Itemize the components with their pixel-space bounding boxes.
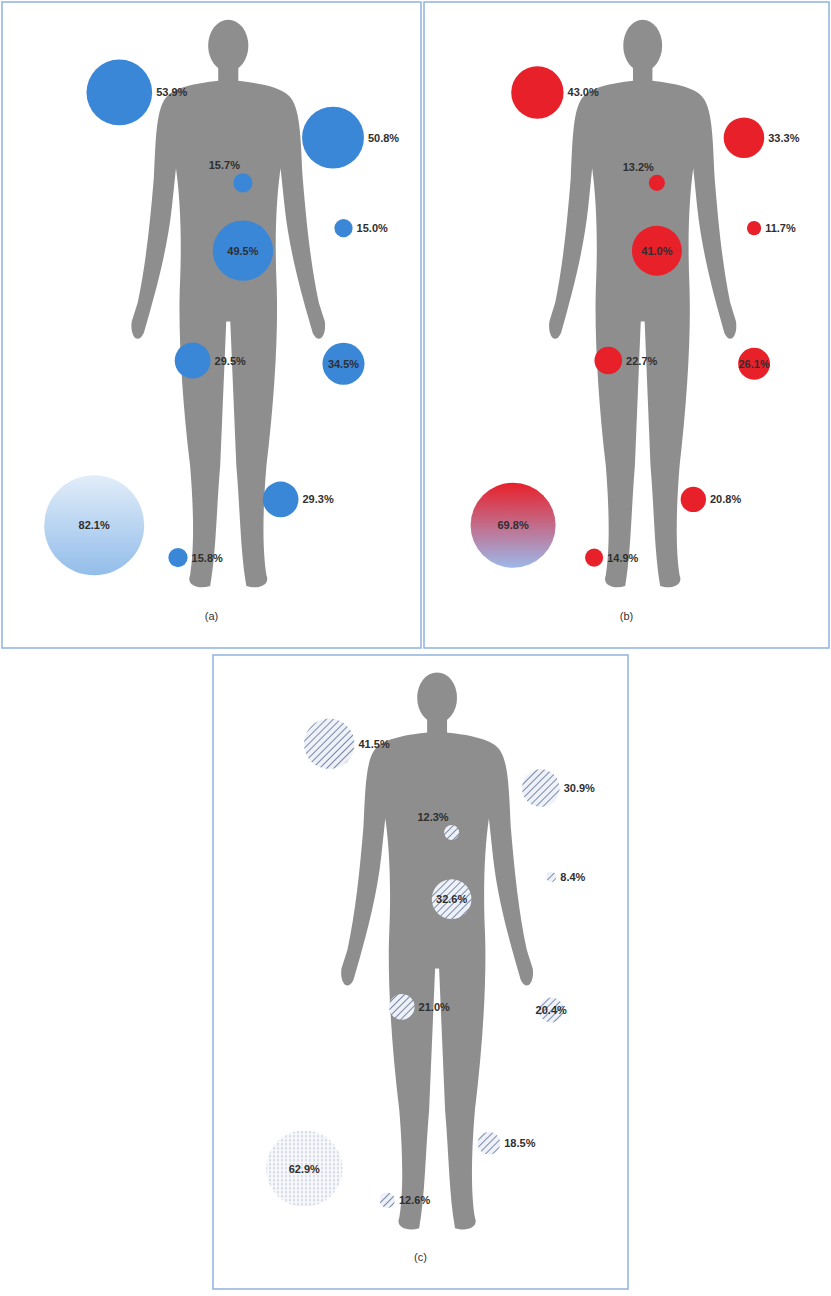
data-labels: 41.5% 30.9% 12.3% 8.4% 32.6% 20.4% 21.0% 18.5% 1… [289, 738, 595, 1206]
bubble [511, 66, 563, 118]
silhouette [549, 20, 736, 588]
data-label: 41.5% [358, 738, 389, 750]
panel: 53.9% 50.8% 15.7% 15.0% 49.5% 34.5% 29.5% 29.3%… [2, 2, 421, 648]
data-label: 69.8% [497, 519, 528, 531]
bubble [302, 107, 364, 169]
data-label: 15.8% [192, 552, 223, 564]
bubble [681, 487, 706, 512]
bubble [86, 60, 152, 126]
bubble [432, 879, 472, 919]
bubble [334, 219, 352, 237]
bubble [546, 872, 556, 882]
data-label: 20.4% [536, 1004, 567, 1016]
data-label: 26.1% [738, 358, 769, 370]
data-label: 30.9% [564, 782, 595, 794]
data-label: 29.5% [215, 355, 246, 367]
data-label: 34.5% [328, 358, 359, 370]
bubble [522, 769, 560, 807]
panel-label: (c) [414, 1251, 427, 1263]
data-label: 33.3% [768, 132, 799, 144]
bubble [478, 1132, 501, 1155]
data-label: 21.0% [419, 1001, 450, 1013]
data-label: 50.8% [368, 132, 399, 144]
data-label: 82.1% [79, 519, 110, 531]
data-label: 49.5% [227, 245, 258, 257]
panel-frame [424, 2, 829, 648]
data-label: 12.6% [399, 1194, 430, 1206]
data-label: 18.5% [504, 1137, 535, 1149]
bubble [322, 343, 364, 385]
bubble [649, 175, 665, 191]
bubble [168, 548, 187, 567]
data-label: 8.4% [560, 871, 585, 883]
data-label: 15.0% [357, 222, 388, 234]
bubble [175, 343, 211, 379]
bubble [738, 348, 770, 380]
data-label: 53.9% [156, 86, 187, 98]
data-label: 11.7% [765, 222, 796, 234]
bubble [747, 221, 761, 235]
bubble [632, 226, 682, 276]
bubble [304, 718, 355, 769]
panel-label: (b) [620, 610, 633, 622]
silhouette-body [549, 80, 736, 587]
data-label: 20.8% [710, 493, 741, 505]
data-label: 32.6% [436, 893, 467, 905]
silhouette-body [341, 732, 533, 1230]
bubble [389, 994, 415, 1020]
data-label: 22.7% [626, 355, 657, 367]
figure: 53.9% 50.8% 15.7% 15.0% 49.5% 34.5% 29.5% 29.3%… [0, 0, 831, 1296]
silhouette-body [131, 80, 325, 587]
data-label: 13.2% [623, 161, 654, 173]
data-label: 43.0% [568, 86, 599, 98]
bubble [585, 548, 603, 566]
bubble [380, 1193, 395, 1208]
total-bubble [266, 1130, 343, 1207]
bubble [724, 117, 765, 158]
bubbles [266, 718, 564, 1207]
bubbles [471, 66, 770, 568]
panel-frame [213, 655, 628, 1289]
data-label: 14.9% [607, 552, 638, 564]
bubble [233, 173, 252, 192]
total-bubble [44, 475, 144, 575]
panel-label: (a) [205, 610, 218, 622]
data-label: 62.9% [289, 1163, 320, 1175]
data-labels: 53.9% 50.8% 15.7% 15.0% 49.5% 34.5% 29.5% 29.3%… [79, 86, 400, 563]
panel: 43.0% 33.3% 13.2% 11.7% 41.0% 26.1% 22.7% 20.8%… [424, 2, 829, 648]
panel: 41.5% 30.9% 12.3% 8.4% 32.6% 20.4% 21.0% 18.5% 1… [213, 655, 628, 1289]
bubble [444, 825, 459, 840]
silhouette [131, 20, 325, 588]
bubble [263, 482, 299, 518]
bubble [594, 347, 622, 375]
panel-frame [2, 2, 421, 648]
data-labels: 43.0% 33.3% 13.2% 11.7% 41.0% 26.1% 22.7% 20.8%… [497, 86, 799, 563]
data-label: 29.3% [302, 493, 333, 505]
bubbles [44, 60, 364, 576]
total-bubble [471, 483, 556, 568]
data-label: 41.0% [641, 245, 672, 257]
data-label: 12.3% [417, 811, 448, 823]
bubble [213, 221, 273, 281]
data-label: 15.7% [209, 159, 240, 171]
